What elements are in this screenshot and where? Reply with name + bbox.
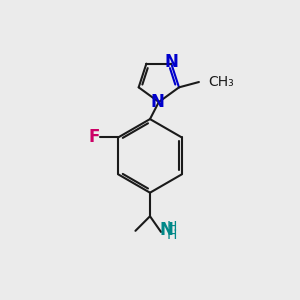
Text: N: N xyxy=(159,221,173,239)
Text: H: H xyxy=(167,229,177,242)
Text: N: N xyxy=(164,53,178,71)
Text: CH₃: CH₃ xyxy=(208,75,234,89)
Text: H: H xyxy=(167,220,177,234)
Text: N: N xyxy=(150,93,164,111)
Text: F: F xyxy=(88,128,100,146)
